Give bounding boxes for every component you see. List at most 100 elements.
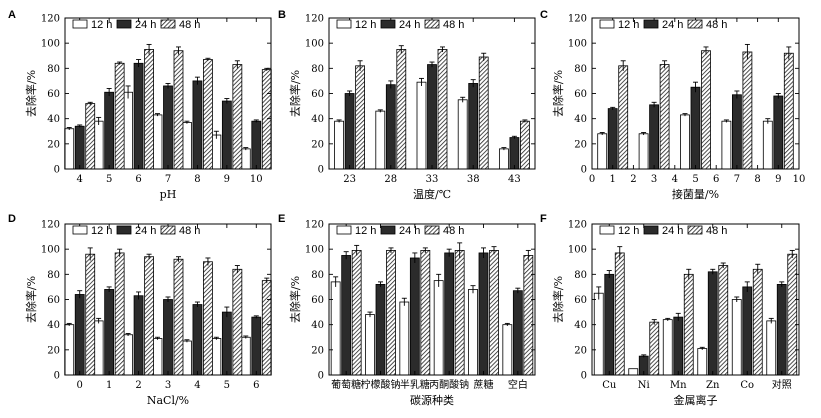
y-tick-label: 80	[47, 270, 60, 281]
bar-24h-3	[649, 104, 659, 170]
bar-48h-Ni	[649, 321, 660, 376]
y-tick-label: 120	[41, 14, 60, 25]
legend-label: 24 h	[135, 225, 156, 237]
legend-swatch-12h	[72, 225, 88, 235]
bar-12h-4	[182, 340, 192, 376]
x-tick-label: 28	[384, 174, 397, 185]
y-tick-label: 60	[311, 89, 324, 100]
y-tick-label: 20	[47, 345, 60, 356]
legend-label: 24 h	[662, 225, 683, 237]
bar-24h-对照	[776, 283, 787, 376]
bar-12h-Zn	[697, 348, 708, 376]
x-tick-label: 4	[672, 174, 678, 185]
legend-swatch-48h	[687, 19, 703, 29]
y-tick-label: 100	[568, 245, 587, 256]
y-tick-label: 120	[568, 220, 587, 231]
x-tick-label: 8	[754, 174, 760, 185]
bar-24h-10	[251, 120, 262, 170]
legend-swatch-12h	[599, 225, 615, 235]
bar-48h-Mn	[683, 273, 694, 376]
bar-48h-33	[437, 49, 448, 170]
bar-24h-43	[509, 137, 520, 170]
y-tick-label: 60	[574, 89, 587, 100]
bar-12h-7	[152, 114, 163, 170]
bar-24h-9	[221, 100, 232, 170]
panel-a: A 0 20 40 60 80 100 120 4 5 6 7 8 9 10 pH 去除率/% 12 h 24 h 4…	[8, 9, 272, 201]
bar-48h-Cu	[614, 252, 625, 376]
bar-24h-葡萄糖	[341, 255, 352, 376]
x-tick-label: Ni	[638, 380, 650, 391]
x-tick-label: 丙酮酸钠	[429, 378, 469, 391]
x-tick-label: 2	[630, 174, 636, 185]
x-tick-label: 33	[426, 174, 439, 185]
y-tick-label: 60	[47, 89, 60, 100]
bar-24h-8	[192, 80, 203, 170]
bar-12h-丙酮酸钠	[433, 280, 444, 376]
x-tick-label: Mn	[670, 380, 687, 391]
bar-48h-28	[396, 49, 407, 170]
bar-12h-空白	[502, 324, 513, 376]
y-axis-title: 去除率/%	[288, 70, 302, 117]
panel-letter: E	[278, 213, 285, 225]
x-tick-label: 43	[508, 174, 521, 185]
legend-label: 24 h	[662, 19, 683, 31]
bar-24h-半乳糖	[409, 257, 420, 376]
legend-label: 48 h	[179, 225, 200, 237]
bar-12h-葡萄糖	[330, 281, 341, 376]
y-tick-label: 60	[574, 295, 587, 306]
x-tick-label: 1	[610, 174, 616, 185]
bar-12h-43	[498, 148, 509, 170]
legend-swatch-48h	[424, 225, 440, 235]
y-tick-label: 40	[47, 114, 60, 125]
bar-24h-38	[468, 83, 479, 170]
bar-12h-5	[211, 338, 222, 376]
bar-48h-半乳糖	[420, 250, 431, 376]
bar-48h-9	[783, 52, 794, 170]
bar-48h-43	[520, 120, 530, 170]
x-tick-label: Cu	[602, 380, 617, 391]
bar-48h-0	[85, 253, 96, 376]
panel-b: B 0 20 40 60 80 100 120 23 28 33 38 43 温度/℃ 去除率/% 12 h 2…	[278, 9, 536, 201]
legend-swatch-24h	[643, 19, 659, 29]
y-tick-label: 0	[54, 371, 60, 382]
bar-48h-7	[742, 51, 753, 170]
x-axis-title: 碳源种类	[410, 393, 454, 407]
bar-48h-10	[261, 69, 272, 170]
legend-label: 24 h	[135, 19, 156, 31]
x-tick-label: 6	[135, 174, 141, 185]
legend-swatch-12h	[336, 225, 352, 235]
x-tick-label: 6	[713, 174, 719, 185]
bar-12h-6	[240, 336, 251, 376]
y-tick-label: 40	[574, 320, 587, 331]
x-axis-title: 接菌量/%	[672, 188, 719, 201]
bar-48h-1	[114, 252, 125, 376]
bar-24h-9	[773, 95, 784, 170]
legend-label: 12 h	[91, 19, 112, 31]
legend-swatch-24h	[116, 19, 132, 29]
bar-48h-4	[203, 261, 213, 376]
y-tick-label: 20	[311, 345, 324, 356]
y-tick-label: 0	[54, 165, 60, 176]
y-tick-label: 0	[318, 371, 324, 382]
x-tick-label: 3	[165, 380, 171, 391]
bar-12h-Mn	[662, 319, 673, 376]
bar-12h-柠檬酸钠	[365, 314, 375, 376]
y-axis-title: 去除率/%	[24, 70, 38, 117]
legend-swatch-48h	[160, 19, 176, 29]
bar-12h-Cu	[593, 292, 604, 376]
bar-48h-3	[659, 64, 670, 170]
bar-12h-蔗糖	[468, 289, 478, 376]
panel-c: C 0 20 40 60 80 100 120 0 1 2 3 4 5 6 7 8 9 10 接菌量/% 去除率/% 12…	[540, 9, 805, 201]
bar-48h-对照	[787, 253, 798, 376]
legend-label: 12 h	[355, 225, 376, 237]
legend-label: 48 h	[706, 19, 727, 31]
bar-12h-Co	[731, 299, 742, 376]
bar-24h-4	[74, 125, 85, 170]
bar-48h-丙酮酸钠	[454, 250, 465, 376]
legend-label: 48 h	[443, 225, 464, 237]
y-tick-label: 60	[311, 295, 324, 306]
bar-12h-3	[638, 133, 649, 170]
panel-letter: A	[8, 9, 16, 21]
legend-label: 12 h	[355, 19, 376, 31]
